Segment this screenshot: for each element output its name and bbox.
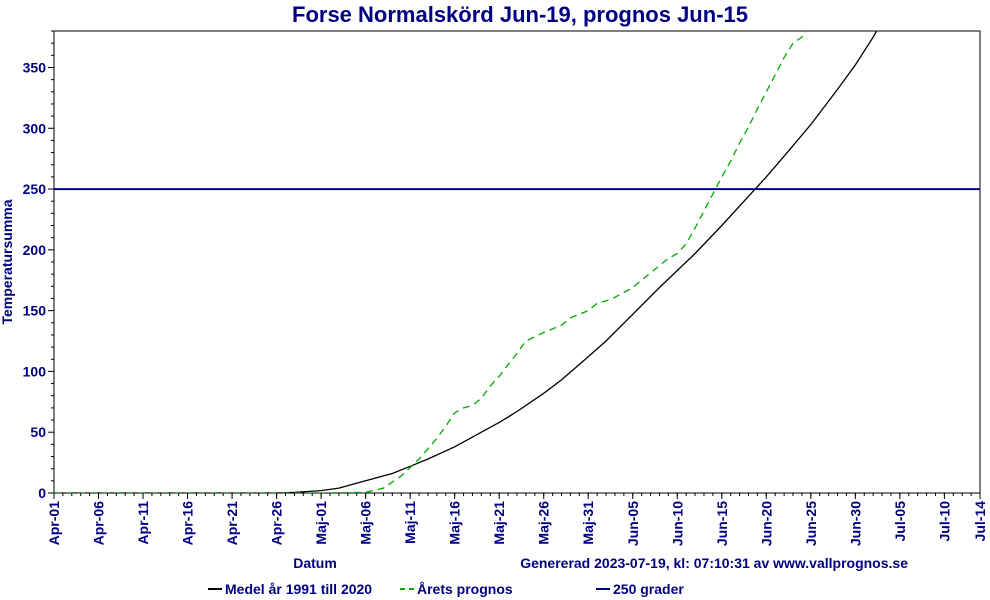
x-tick-label: Maj-31: [580, 501, 596, 545]
series-line-1: [54, 31, 807, 493]
y-tick-label: 50: [30, 424, 46, 440]
y-tick-label: 350: [23, 59, 47, 75]
series-lines: [54, 31, 980, 493]
series-line-0: [54, 31, 878, 493]
x-tick-label: Maj-16: [447, 501, 463, 545]
x-tick-label: Apr-26: [269, 501, 285, 546]
x-tick-label: Jun-20: [758, 501, 774, 546]
chart-title: Forse Normalskörd Jun-19, prognos Jun-15: [292, 2, 748, 27]
x-tick-label: Jun-05: [625, 501, 641, 546]
x-tick-label: Apr-01: [46, 501, 62, 546]
x-tick-label: Jun-10: [669, 501, 685, 546]
x-tick-label: Apr-16: [180, 501, 196, 546]
y-tick-label: 150: [23, 303, 47, 319]
y-axis-label: Temperatursumma: [0, 199, 15, 324]
x-tick-label: Jul-05: [892, 501, 908, 542]
y-tick-label: 300: [23, 120, 47, 136]
legend-label-0: Medel år 1991 till 2020: [225, 581, 372, 597]
y-axis-ticks: 0 50 100 150 200 250 300 350: [23, 30, 54, 501]
x-tick-label: Maj-06: [358, 501, 374, 545]
x-tick-label: Apr-06: [91, 501, 107, 546]
x-tick-label: Jul-10: [936, 501, 952, 542]
x-tick-label: Maj-11: [402, 501, 418, 544]
y-tick-label: 0: [38, 485, 46, 501]
legend-label-1: Årets prognos: [417, 581, 513, 597]
y-tick-label: 200: [23, 242, 47, 258]
x-tick-label: Apr-11: [135, 501, 151, 545]
x-tick-label: Jul-14: [972, 501, 988, 542]
legend: Medel år 1991 till 2020 Årets prognos 250 …: [208, 581, 684, 597]
legend-label-2: 250 grader: [613, 581, 684, 597]
x-tick-label: Maj-21: [491, 501, 507, 545]
x-tick-label: Jun-25: [803, 501, 819, 546]
x-tick-label: Maj-01: [313, 501, 329, 545]
x-axis-ticks: Apr-01 Apr-06 Apr-11 Apr-16 Apr-21 Apr-26 Maj-…: [46, 493, 988, 546]
x-tick-label: Apr-21: [224, 501, 240, 546]
x-tick-label: Jun-30: [847, 501, 863, 546]
x-axis-label: Datum: [293, 555, 337, 571]
plot-area: [53, 30, 981, 494]
x-tick-label: Maj-26: [536, 501, 552, 545]
y-tick-label: 100: [23, 363, 47, 379]
x-tick-label: Jun-15: [714, 501, 730, 546]
generated-note: Genererad 2023-07-19, kl: 07:10:31 av ww…: [520, 555, 908, 571]
y-tick-label: 250: [23, 181, 47, 197]
